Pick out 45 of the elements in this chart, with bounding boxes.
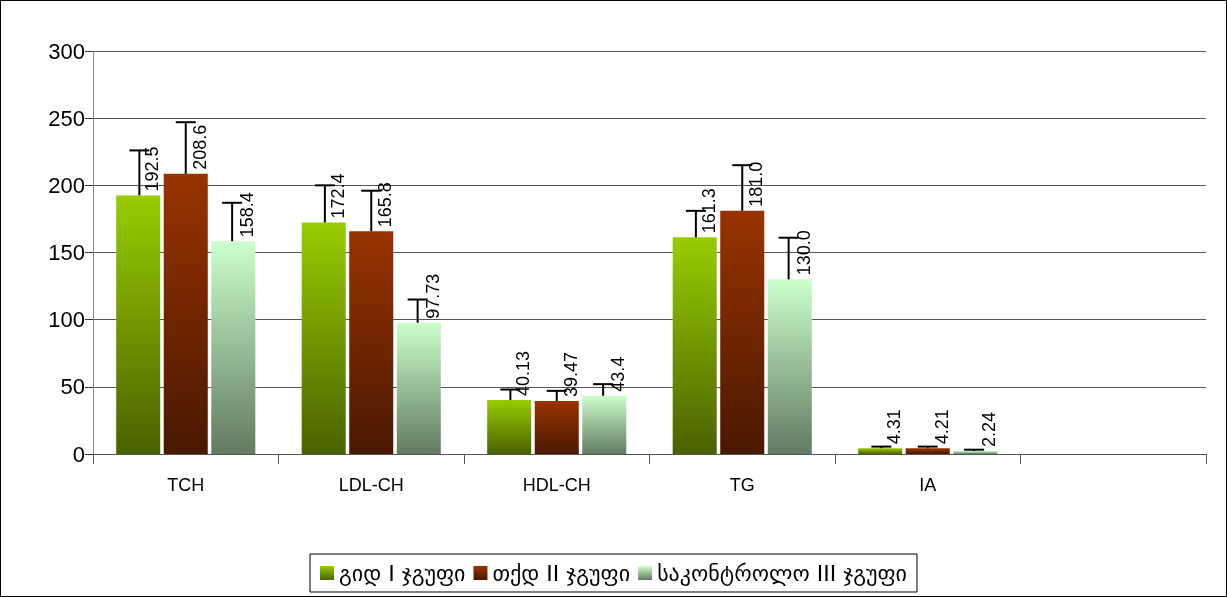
- bar: [487, 400, 532, 454]
- bar: [163, 173, 208, 454]
- data-label: 40.13: [513, 351, 534, 397]
- bar: [211, 241, 256, 454]
- data-label: 2.24: [979, 411, 1000, 447]
- y-tick-label: 200: [48, 172, 85, 198]
- y-tick-label: 300: [48, 38, 85, 64]
- x-tick-label: IA: [919, 475, 937, 495]
- data-label: 39.47: [560, 351, 581, 397]
- bar: [349, 231, 394, 454]
- data-label: 208.6: [189, 124, 210, 170]
- data-label: 172.4: [327, 173, 348, 219]
- data-label: 4.31: [884, 409, 905, 445]
- data-label: 130.0: [793, 230, 814, 276]
- bar: [301, 222, 346, 454]
- bar: [534, 400, 579, 454]
- bar: [720, 210, 765, 454]
- y-tick-label: 0: [72, 441, 85, 467]
- bar: [116, 195, 161, 454]
- data-label: 165.8: [375, 182, 396, 228]
- x-tick-label: LDL-CH: [338, 475, 404, 495]
- data-label: 4.21: [931, 409, 952, 445]
- legend-label: თქდ II ჯგუფი: [492, 560, 631, 586]
- data-label: 181.0: [746, 161, 767, 207]
- y-tick-label: 150: [48, 240, 85, 265]
- data-label: 97.73: [422, 273, 443, 319]
- y-tick-label: 50: [60, 374, 85, 400]
- y-tick-label: 100: [48, 307, 85, 333]
- bar: [767, 279, 812, 454]
- legend-label: გიდ I ჯგუფი: [339, 560, 466, 586]
- data-label: 192.5: [142, 146, 163, 192]
- bar: [905, 448, 950, 454]
- x-tick-label: TG: [729, 475, 755, 495]
- x-tick-label: HDL-CH: [522, 475, 591, 495]
- y-tick-label: 250: [48, 105, 85, 131]
- bar: [582, 395, 627, 454]
- bar: [953, 450, 998, 454]
- data-label: 158.4: [237, 192, 258, 238]
- bar: [858, 448, 903, 454]
- data-label: 43.4: [608, 356, 629, 392]
- bar: [396, 322, 441, 454]
- bar: [672, 237, 717, 454]
- x-tick-label: TCH: [167, 475, 205, 495]
- legend-label: საკონტროლო III ჯგუფი: [657, 560, 907, 586]
- data-label: 161.3: [698, 188, 719, 234]
